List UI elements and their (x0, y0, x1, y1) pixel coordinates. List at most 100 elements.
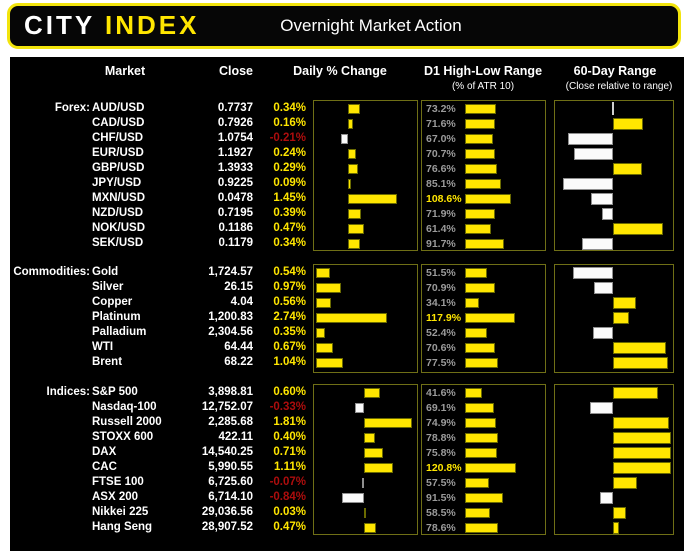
range-60d-close-tick (612, 102, 614, 115)
section-label: Forex: (54, 102, 90, 114)
atr-range-panel-commodities: 51.5% 70.9% 34.1% 117.9% 52.4% 70.6% 77.5% (421, 264, 546, 373)
close-value: 1,200.83 (208, 311, 253, 323)
atr-pct-label: 91.7% (426, 238, 456, 250)
atr-pct-label: 73.2% (426, 103, 456, 115)
close-value: 1.0754 (217, 132, 253, 144)
range-60d-bar (582, 238, 613, 250)
atr-bar (465, 418, 497, 428)
range-60d-bar (563, 178, 613, 190)
brand-header-bar: CITY INDEX Overnight Market Action (7, 3, 681, 49)
range-60d-bar (592, 327, 613, 339)
atr-range-panel-forex: 73.2% 71.6% 67.0% 70.7% 76.6% 85.1% 108.6% 71.9… (421, 100, 546, 251)
market-name: MXN/USD (92, 192, 146, 204)
table-row: Platinum 1,200.83 2.74% (10, 310, 310, 325)
atr-bar (465, 358, 498, 368)
column-header-market: Market (104, 64, 146, 78)
close-value: 1.1927 (217, 147, 253, 159)
daily-change-bar (364, 388, 380, 398)
table-row: Russell 2000 2,285.68 1.81% (10, 415, 310, 430)
range-60d-bar (613, 387, 659, 399)
table-row: Indices: S&P 500 3,898.81 0.60% (10, 385, 310, 400)
daily-pct-value: 1.04% (273, 356, 306, 368)
atr-pct-label: 77.5% (426, 357, 456, 369)
market-name: Gold (92, 266, 119, 278)
table-row: Palladium 2,304.56 0.35% (10, 325, 310, 340)
close-value: 4.04 (230, 296, 253, 308)
section-rows-indices: Indices: S&P 500 3,898.81 0.60% Nasdaq-100 12… (10, 385, 310, 535)
market-name: GBP/USD (92, 162, 145, 174)
logo-index-text: INDEX (105, 10, 200, 40)
daily-pct-value: 0.35% (273, 326, 306, 338)
table-row: WTI 64.44 0.67% (10, 340, 310, 355)
daily-pct-value: 0.16% (273, 117, 306, 129)
table-row: Brent 68.22 1.04% (10, 355, 310, 370)
market-name: Palladium (92, 326, 147, 338)
range-60d-bar (601, 208, 613, 220)
daily-change-bar (316, 283, 342, 293)
table-row: CAC 5,990.55 1.11% (10, 460, 310, 475)
daily-change-bar (340, 134, 348, 144)
table-row: NZD/USD 0.7195 0.39% (10, 206, 310, 221)
logo-city-text: CITY (24, 10, 95, 40)
range-60d-panel-commodities (554, 264, 674, 373)
table-row: STOXX 600 422.11 0.40% (10, 430, 310, 445)
daily-change-panel-commodities (313, 264, 418, 373)
close-value: 6,714.10 (208, 491, 253, 503)
atr-bar (465, 403, 495, 413)
atr-bar (465, 149, 495, 159)
atr-bar (465, 433, 499, 443)
daily-change-bar (316, 313, 388, 323)
daily-pct-value: 0.56% (273, 296, 306, 308)
daily-pct-value: -0.07% (269, 476, 306, 488)
table-row: MXN/USD 0.0478 1.45% (10, 191, 310, 206)
close-value: 0.9225 (217, 177, 253, 189)
range-60d-bar (613, 223, 663, 235)
range-60d-bar (593, 282, 613, 294)
atr-bar (465, 179, 501, 189)
daily-change-bar (348, 119, 354, 129)
close-value: 28,907.52 (201, 521, 253, 533)
close-value: 1,724.57 (208, 266, 253, 278)
section-label: Indices: (46, 386, 90, 398)
atr-pct-label: 34.1% (426, 297, 456, 309)
atr-pct-label: 117.9% (426, 312, 462, 324)
close-value: 64.44 (224, 341, 253, 353)
close-value: 3,898.81 (208, 386, 253, 398)
column-subheader-atr: (% of ATR 10) (451, 81, 515, 92)
daily-pct-value: 0.24% (273, 147, 306, 159)
range-60d-bar (613, 447, 671, 459)
atr-bar (465, 328, 487, 338)
range-60d-bar (572, 267, 613, 279)
atr-bar (465, 298, 480, 308)
daily-change-bar (341, 493, 364, 503)
range-60d-bar (613, 312, 630, 324)
table-row: CHF/USD 1.0754 -0.21% (10, 131, 310, 146)
market-name: WTI (92, 341, 114, 353)
close-value: 68.22 (224, 356, 253, 368)
atr-pct-label: 58.5% (426, 507, 456, 519)
table-row: FTSE 100 6,725.60 -0.07% (10, 475, 310, 490)
table-row: Nikkei 225 29,036.56 0.03% (10, 505, 310, 520)
atr-bar (465, 224, 491, 234)
market-name: CAD/USD (92, 117, 145, 129)
daily-pct-value: 0.03% (273, 506, 306, 518)
range-60d-bar (590, 193, 613, 205)
daily-pct-value: -0.84% (269, 491, 306, 503)
table-row: Silver 26.15 0.97% (10, 280, 310, 295)
atr-bar (465, 194, 511, 204)
daily-pct-value: 0.71% (273, 446, 306, 458)
table-row: DAX 14,540.25 0.71% (10, 445, 310, 460)
atr-bar (465, 523, 498, 533)
column-subheader-60d: (Close relative to range) (565, 81, 673, 92)
atr-pct-label: 78.8% (426, 432, 456, 444)
daily-pct-value: 1.45% (273, 192, 306, 204)
market-name: SEK/USD (92, 237, 144, 249)
daily-change-bar (364, 463, 394, 473)
market-name: NZD/USD (92, 207, 144, 219)
range-60d-bar (613, 297, 637, 309)
daily-change-bar (316, 328, 326, 338)
daily-change-bar (348, 194, 398, 204)
market-name: CAC (92, 461, 117, 473)
daily-change-bar (355, 403, 364, 413)
atr-pct-label: 70.6% (426, 342, 456, 354)
